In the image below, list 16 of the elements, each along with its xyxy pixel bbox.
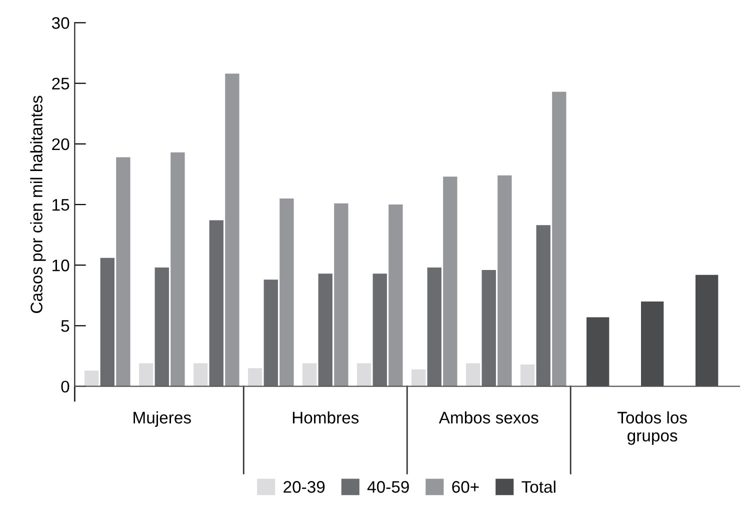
y-axis-title: Casos por cien mil habitantes xyxy=(30,96,46,313)
y-tick-label: 20 xyxy=(52,138,70,150)
legend-label: Total xyxy=(522,480,556,493)
y-tick-label: 10 xyxy=(52,260,70,272)
legend-label: 20-39 xyxy=(284,481,325,493)
legend-label: 60+ xyxy=(452,481,479,493)
x-tick-label: Ambos sexos xyxy=(438,411,538,424)
x-tick-label: Hombres xyxy=(292,411,359,424)
legend-label: 40-59 xyxy=(367,481,409,493)
y-tick-label: 30 xyxy=(52,17,70,29)
y-tick-label: 5 xyxy=(61,320,70,332)
x-tick-label: Todos los grupos xyxy=(618,411,687,445)
y-tick-label: 25 xyxy=(52,78,70,90)
y-tick-label: 0 xyxy=(61,380,70,393)
x-tick-label: Mujeres xyxy=(134,411,191,427)
y-tick-label: 15 xyxy=(52,199,70,211)
